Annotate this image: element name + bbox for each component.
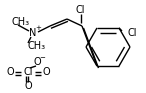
- Text: Cl: Cl: [23, 67, 33, 77]
- Text: O: O: [6, 67, 14, 77]
- Text: CH₃: CH₃: [11, 17, 29, 27]
- Text: CH₃: CH₃: [28, 41, 46, 51]
- Text: N: N: [29, 28, 37, 38]
- Text: O: O: [24, 81, 32, 91]
- Text: Cl: Cl: [75, 5, 85, 15]
- Text: Cl: Cl: [127, 28, 137, 38]
- Text: −: −: [39, 55, 45, 61]
- Text: O: O: [42, 67, 50, 77]
- Text: +: +: [35, 25, 41, 31]
- Text: O: O: [33, 57, 41, 67]
